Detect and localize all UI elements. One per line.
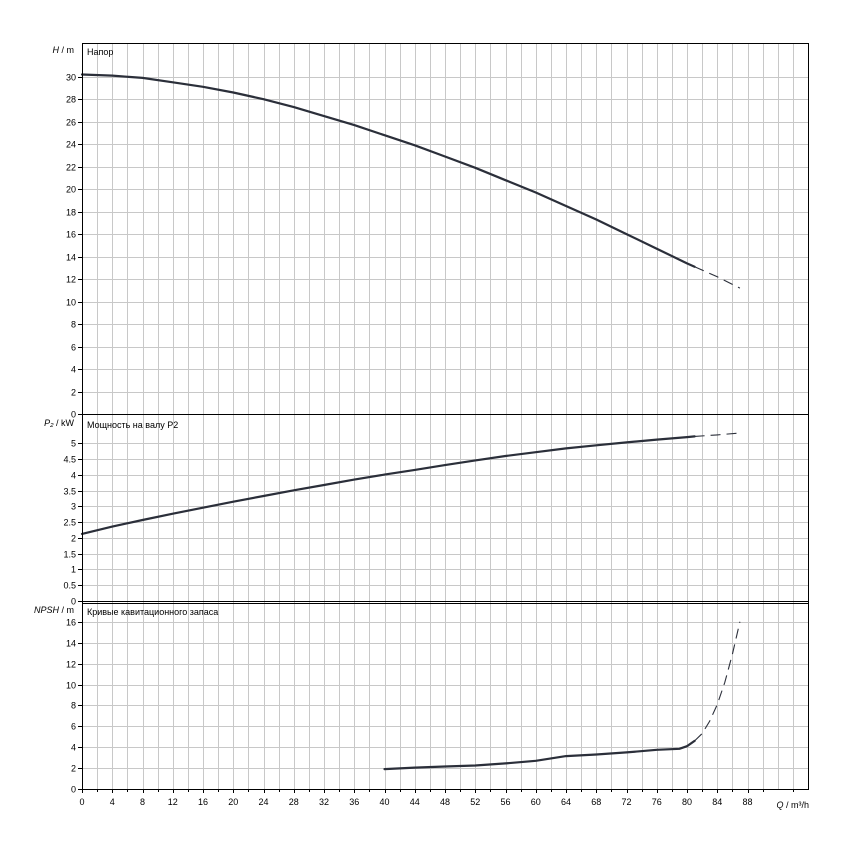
curve-line: [80, 73, 696, 268]
x-tick-label: 20: [228, 797, 238, 807]
x-tick-label: 40: [379, 797, 389, 807]
x-tick-label: 4: [110, 797, 115, 807]
y-tick-label: 0: [71, 597, 76, 607]
x-tick-label: 52: [470, 797, 480, 807]
y-tick-label: 16: [66, 230, 76, 240]
curves: [80, 73, 741, 771]
x-tick-label: 16: [198, 797, 208, 807]
y-tick-label: 1.5: [63, 550, 76, 560]
y-tick-label: 16: [66, 618, 76, 628]
x-tick-label: 32: [319, 797, 329, 807]
y-tick-label: 0: [71, 785, 76, 795]
y-tick-label: 2: [71, 388, 76, 398]
y-tick-label: 4: [71, 743, 76, 753]
y-tick-label: 12: [66, 660, 76, 670]
y-tick-label: 8: [71, 320, 76, 330]
x-tick-label: 8: [140, 797, 145, 807]
y-tick-label: 30: [66, 73, 76, 83]
y-tick-label: 3.5: [63, 487, 76, 497]
y-tick-label: 3: [71, 502, 76, 512]
y-tick-label: 0: [71, 410, 76, 420]
y-tick-label: 28: [66, 95, 76, 105]
x-tick-label: 36: [349, 797, 359, 807]
x-tick-label: 60: [531, 797, 541, 807]
y-tick-label: 18: [66, 208, 76, 218]
y-tick-label: 4: [71, 365, 76, 375]
grid: [82, 43, 808, 789]
y-tick-label: 12: [66, 275, 76, 285]
y-tick-label: 10: [66, 298, 76, 308]
x-tick-label: 28: [289, 797, 299, 807]
y-tick-label: 6: [71, 722, 76, 732]
y-tick-label: 1: [71, 565, 76, 575]
head-panel-title: Напор: [87, 47, 113, 57]
y-tick-label: 2.5: [63, 518, 76, 528]
y-tick-label: 20: [66, 185, 76, 195]
y-tick-label: 10: [66, 681, 76, 691]
axes: 02468101214161820222426283000.511.522.53…: [63, 43, 809, 807]
x-tick-label: 76: [652, 797, 662, 807]
curve-line: [383, 739, 696, 771]
curve-line: [80, 435, 696, 535]
x-tick-label: 84: [712, 797, 722, 807]
extrapolated-curve-line: [694, 266, 741, 289]
x-tick-label: 48: [440, 797, 450, 807]
y-tick-label: 22: [66, 163, 76, 173]
y-tick-label: 24: [66, 140, 76, 150]
y-tick-label: 2: [71, 534, 76, 544]
x-tick-label: 44: [410, 797, 420, 807]
x-tick-label: 88: [742, 797, 752, 807]
y-tick-label: 5: [71, 439, 76, 449]
x-tick-label: 68: [591, 797, 601, 807]
power-panel-title: Мощность на валу P2: [87, 420, 178, 430]
y-tick-label: 8: [71, 701, 76, 711]
y-tick-label: 4.5: [63, 455, 76, 465]
npsh-panel-title: Кривые кавитационного запаса: [87, 607, 218, 617]
x-tick-label: 12: [168, 797, 178, 807]
x-tick-label: 56: [500, 797, 510, 807]
power-axis-label: P₂ / kW: [44, 418, 74, 428]
x-tick-label: 24: [258, 797, 268, 807]
y-tick-label: 4: [71, 471, 76, 481]
x-tick-label: 0: [79, 797, 84, 807]
flow-axis-label: Q / m³/h: [776, 800, 809, 810]
x-tick-label: 80: [682, 797, 692, 807]
npsh-axis-label: NPSH / m: [34, 605, 74, 615]
y-tick-label: 26: [66, 118, 76, 128]
y-tick-label: 0.5: [63, 581, 76, 591]
x-tick-label: 64: [561, 797, 571, 807]
y-tick-label: 14: [66, 639, 76, 649]
head-axis-label: H / m: [53, 45, 75, 55]
y-tick-label: 2: [71, 764, 76, 774]
y-tick-label: 6: [71, 343, 76, 353]
plot-frame: [82, 43, 809, 790]
y-tick-label: 14: [66, 253, 76, 263]
x-tick-label: 72: [621, 797, 631, 807]
extrapolated-curve-line: [694, 432, 740, 437]
